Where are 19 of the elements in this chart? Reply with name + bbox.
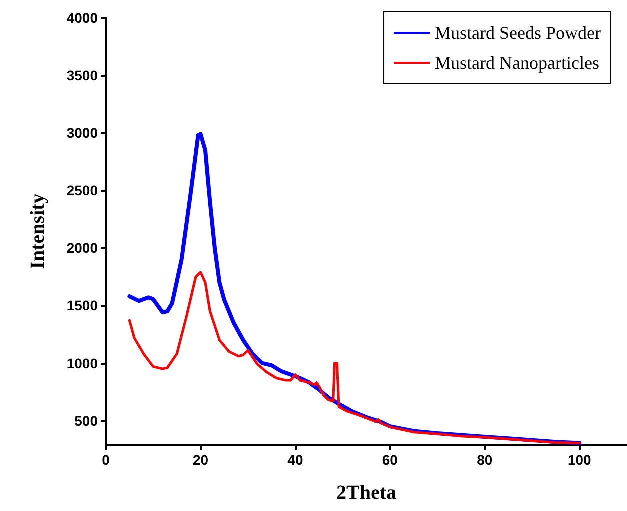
legend-label: Mustard Seeds Powder <box>435 23 602 43</box>
legend-label: Mustard Nanoparticles <box>435 53 600 73</box>
y-axis-title: Intensity <box>27 194 49 270</box>
y-tick-label: 500 <box>74 412 98 429</box>
y-tick-label: 1000 <box>66 355 98 372</box>
line-series <box>128 271 581 445</box>
x-tick-label: 20 <box>192 452 209 468</box>
y-tick-label: 3500 <box>66 68 98 84</box>
y-tick-label: 3000 <box>66 125 98 142</box>
x-tick-label: 40 <box>288 452 304 468</box>
x-tick-label: 100 <box>568 452 592 468</box>
y-tick-label: 4000 <box>66 10 98 26</box>
x-tick-label: 80 <box>477 452 493 468</box>
x-axis-title: 2Theta <box>336 482 396 504</box>
x-tick-label: 0 <box>102 452 110 468</box>
x-tick-label: 60 <box>382 452 398 468</box>
y-tick-label: 2500 <box>66 182 98 199</box>
y-tick-label: 1500 <box>66 298 98 314</box>
y-tick-label: 2000 <box>66 240 98 256</box>
